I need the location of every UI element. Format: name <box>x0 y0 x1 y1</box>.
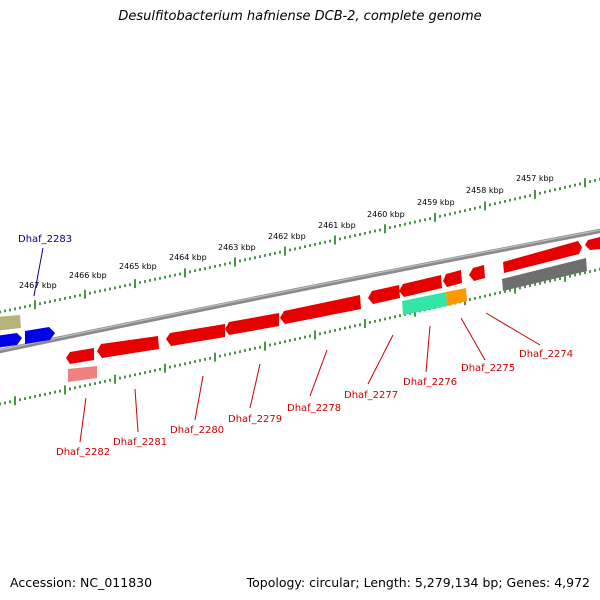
gene-arrow <box>0 315 21 331</box>
gene-label: Dhaf_2281 <box>113 437 167 448</box>
gene-label: Dhaf_2280 <box>170 425 224 436</box>
kbp-label: 2465 kbp <box>119 262 157 271</box>
gene-label: Dhaf_2277 <box>344 390 398 401</box>
topology-text: Topology: circular; Length: 5,279,134 bp… <box>246 575 590 590</box>
gene-arrow <box>225 313 279 335</box>
kbp-label: 2461 kbp <box>318 221 356 230</box>
leader-line <box>249 363 261 409</box>
accession-text: Accession: NC_011830 <box>10 575 153 590</box>
leader-line <box>33 247 44 297</box>
gene-label: Dhaf_2282 <box>56 447 110 458</box>
gene-arrow <box>399 275 442 297</box>
leader-line <box>134 388 139 433</box>
leader-line <box>79 397 87 443</box>
gene-arrow <box>97 336 159 358</box>
gene-arrow <box>68 366 97 382</box>
gene-label: Dhaf_2276 <box>403 377 457 388</box>
genome-backbone <box>0 228 600 354</box>
gene-arrow <box>368 285 400 304</box>
upper-kbp-scale <box>0 177 600 314</box>
kbp-label: 2460 kbp <box>367 210 405 219</box>
leader-line <box>485 312 541 346</box>
gene-label: Dhaf_2278 <box>287 403 341 414</box>
gene-label: Dhaf_2275 <box>461 363 515 374</box>
leader-lines <box>33 247 541 443</box>
gene-arrow <box>469 265 485 281</box>
kbp-label: 2466 kbp <box>69 271 107 280</box>
kbp-label: 2463 kbp <box>218 243 256 252</box>
gene-arrow <box>0 333 22 348</box>
gene-arrow <box>25 327 55 344</box>
kbp-label: 2459 kbp <box>417 198 455 207</box>
gene-label: Dhaf_2279 <box>228 414 282 425</box>
gene-arrow <box>66 348 94 364</box>
gene-arrow <box>166 324 225 346</box>
kbp-label: 2464 kbp <box>169 253 207 262</box>
map-title: Desulfitobacterium hafniense DCB-2, comp… <box>118 9 482 24</box>
genome-backbone-highlight <box>0 229 600 351</box>
gene-arrow <box>446 288 467 306</box>
kbp-label: 2458 kbp <box>466 186 504 195</box>
kbp-label: 2457 kbp <box>516 174 554 183</box>
kbp-label: 2462 kbp <box>268 232 306 241</box>
gene-arrow <box>585 237 600 250</box>
kbp-label: 2467 kbp <box>19 281 57 290</box>
leader-line <box>367 334 394 385</box>
gene-label: Dhaf_2283 <box>18 234 72 245</box>
kbp-labels: 2467 kbp 2466 kbp 2465 kbp 2464 kbp 2463… <box>19 174 554 290</box>
leader-line <box>194 375 204 421</box>
reverse-genes <box>66 258 587 382</box>
gene-arrow <box>402 292 447 315</box>
leader-line <box>460 317 486 361</box>
leader-line <box>425 325 431 373</box>
gene-labels: Dhaf_2283 Dhaf_2282 Dhaf_2281 Dhaf_2280 … <box>18 234 573 458</box>
leader-line <box>309 349 328 397</box>
gene-arrow <box>502 258 587 291</box>
lower-scale <box>0 267 600 406</box>
gene-arrow <box>443 270 462 287</box>
gene-arrow <box>503 241 582 273</box>
gene-label: Dhaf_2274 <box>519 349 573 360</box>
forward-genes <box>0 237 600 348</box>
gene-arrow <box>280 295 361 324</box>
